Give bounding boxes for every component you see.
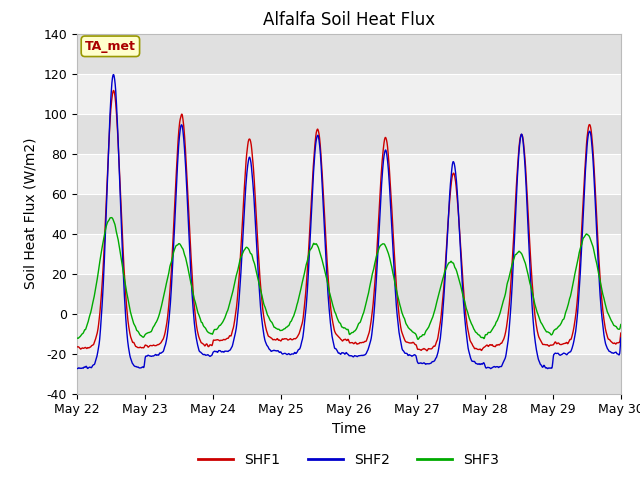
Bar <box>77 313 621 354</box>
Text: TA_met: TA_met <box>85 40 136 53</box>
Bar <box>77 34 621 73</box>
Bar <box>77 234 621 274</box>
Bar <box>77 73 621 114</box>
Legend: SHF1, SHF2, SHF3: SHF1, SHF2, SHF3 <box>193 447 505 472</box>
Bar <box>77 154 621 193</box>
Bar <box>77 354 621 394</box>
X-axis label: Time: Time <box>332 422 366 436</box>
Bar <box>77 114 621 154</box>
Bar <box>77 193 621 234</box>
Title: Alfalfa Soil Heat Flux: Alfalfa Soil Heat Flux <box>263 11 435 29</box>
Y-axis label: Soil Heat Flux (W/m2): Soil Heat Flux (W/m2) <box>24 138 38 289</box>
Bar <box>77 274 621 313</box>
